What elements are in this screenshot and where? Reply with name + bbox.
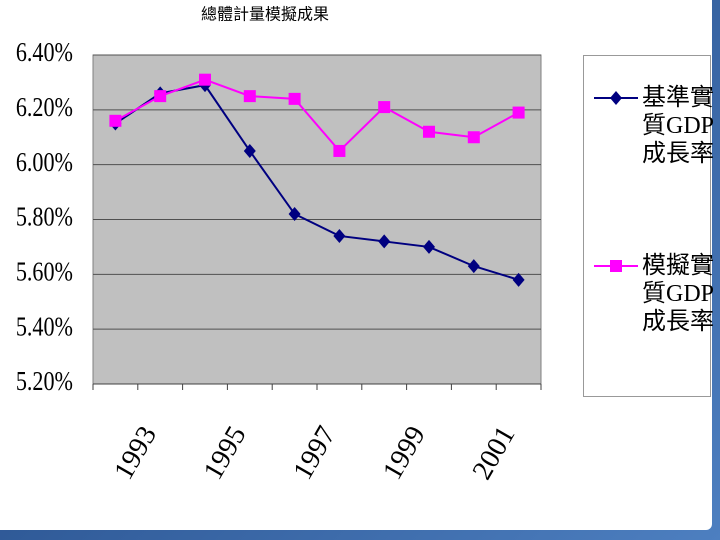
- legend: 基準實質GDP成長率 模擬實質GDP成長率: [583, 55, 714, 397]
- data-point: [423, 239, 435, 254]
- x-tick-label: 2001: [467, 421, 522, 485]
- legend-symbol: [610, 91, 622, 105]
- x-tick-label: 1993: [108, 421, 163, 485]
- x-tick-label: 1997: [287, 421, 342, 485]
- series-line: [114, 78, 520, 153]
- y-tick-label: 6.20%: [16, 93, 73, 123]
- data-point: [109, 114, 122, 127]
- series-line: [114, 84, 519, 281]
- data-point: [288, 92, 301, 105]
- y-tick-label: 5.20%: [16, 367, 73, 397]
- x-tick-label: 1999: [377, 421, 432, 485]
- y-tick-label: 5.80%: [16, 203, 73, 233]
- legend-item: 模擬實質GDP成長率: [590, 252, 716, 336]
- x-tick-label: 1995: [198, 421, 253, 485]
- legend-symbol: [610, 260, 622, 272]
- data-point: [333, 228, 346, 243]
- data-point: [512, 106, 525, 119]
- legend-label: 模擬實質GDP成長率: [642, 253, 715, 335]
- legend-marker: [594, 260, 638, 272]
- data-point: [288, 207, 301, 222]
- legend-marker: [594, 91, 638, 105]
- y-tick-label: 5.40%: [16, 312, 73, 342]
- y-tick-label: 6.00%: [16, 148, 73, 178]
- data-point: [378, 234, 391, 249]
- data-point: [423, 125, 435, 138]
- data-point: [243, 143, 256, 158]
- chart-title: 總體計量模擬成果: [201, 6, 329, 24]
- data-point: [467, 259, 480, 274]
- y-tick-label: 5.60%: [16, 258, 73, 288]
- data-point: [333, 144, 346, 157]
- data-point: [378, 101, 391, 114]
- legend-label: 基準實質GDP成長率: [642, 85, 715, 167]
- data-point: [512, 272, 525, 287]
- data-point: [467, 131, 480, 144]
- legend-item: 基準實質GDP成長率: [590, 84, 716, 168]
- y-tick-label: 6.40%: [16, 38, 73, 68]
- data-point: [199, 73, 211, 86]
- data-point: [154, 90, 167, 103]
- data-point: [243, 90, 256, 103]
